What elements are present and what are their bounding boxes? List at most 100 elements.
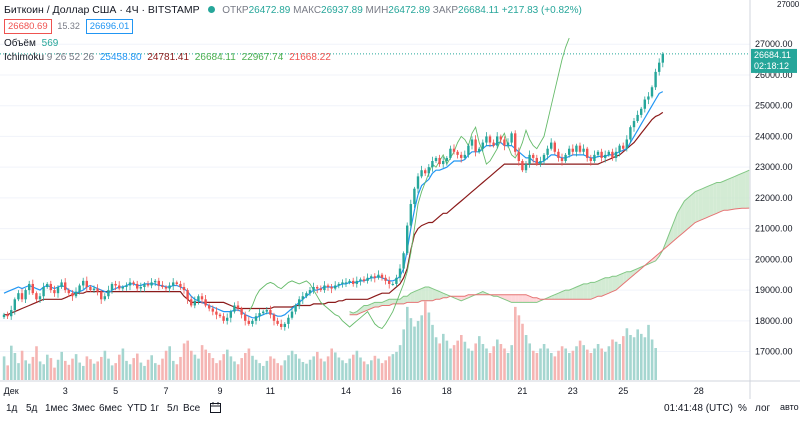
timeframe-all[interactable]: Все [183, 403, 201, 414]
volume-legend[interactable]: Объём 569 [4, 38, 58, 49]
candle [330, 287, 333, 289]
volume-bar [244, 353, 247, 380]
volume-bar [341, 360, 344, 380]
volume-bar [395, 351, 398, 380]
timeframe-ytd[interactable]: YTD [127, 403, 147, 414]
candle [316, 287, 319, 289]
date-tick: 3 [63, 386, 68, 396]
volume-bar [434, 337, 438, 380]
cloud-segment [457, 296, 462, 301]
cloud-segment [428, 287, 433, 301]
volume-bar [438, 343, 441, 380]
candle [362, 279, 366, 281]
volume-bar [71, 358, 74, 380]
volume-bar [622, 336, 625, 380]
close-label: ЗАКР [432, 5, 459, 16]
volume-bar [456, 340, 459, 380]
volume-bar [319, 358, 323, 380]
candle [197, 296, 200, 301]
volume-bar [247, 348, 251, 380]
volume-bar [564, 348, 567, 380]
candle [546, 148, 549, 155]
volume-bar [445, 340, 449, 380]
candle [452, 148, 456, 152]
candle [416, 176, 420, 189]
candle [215, 311, 218, 315]
last-price-label: 26684.11 02:18:12 [751, 48, 797, 73]
candle [161, 285, 164, 288]
volume-bar [269, 356, 272, 380]
volume-bar [514, 306, 517, 380]
volume-bar [143, 365, 146, 380]
volume-bar [10, 345, 13, 380]
date-tick: 5 [113, 386, 118, 396]
candle [661, 53, 664, 63]
date-tick: 16 [391, 386, 401, 396]
candle [240, 308, 243, 315]
candle [611, 151, 614, 158]
candle [488, 136, 492, 143]
volume-bar [157, 364, 161, 380]
timeframe-5y[interactable]: 5л [167, 403, 179, 414]
percent-scale-button[interactable]: % [738, 403, 747, 414]
buy-price-button[interactable]: 26696.01 [85, 19, 134, 34]
date-tick: 14 [341, 386, 351, 396]
symbol-title[interactable]: Биткоин / Доллар США · 4Ч · BITSTAMP [4, 4, 200, 16]
last-price-value: 26684.11 [754, 50, 791, 60]
open-value: 26472.89 [248, 5, 291, 16]
candle [229, 311, 232, 318]
cloud-segment [713, 182, 717, 215]
volume-bar [60, 351, 63, 380]
candle [2, 314, 6, 318]
timeframe-1m[interactable]: 1мес [45, 403, 68, 414]
change-value: +217.83 (+0.82%) [501, 5, 582, 16]
candle [92, 288, 96, 291]
sell-price-button[interactable]: 26680.69 [4, 19, 52, 34]
ichimoku-params: 9 26 52 26 [46, 52, 95, 63]
volume-bar [110, 365, 114, 380]
candle [568, 148, 571, 155]
ichimoku-span-b-value: 21668.22 [289, 52, 331, 63]
volume-bar [481, 344, 485, 380]
volume-bar [539, 348, 542, 380]
candle [575, 145, 578, 152]
volume-bar [229, 356, 233, 380]
date-tick: 28 [694, 386, 704, 396]
timeframe-5d[interactable]: 5д [26, 403, 38, 414]
price-tick: 26000.00 [755, 70, 793, 80]
auto-scale-button[interactable]: авто [780, 402, 799, 412]
timeframe-6m[interactable]: 6мес [99, 403, 122, 414]
candle [308, 290, 312, 294]
clock-time[interactable]: 01:41:48 (UTC) [664, 403, 733, 414]
timeframe-1d[interactable]: 1д [6, 403, 18, 414]
volume-bar [46, 354, 49, 380]
volume-bar [550, 353, 553, 380]
log-scale-button[interactable]: лог [755, 403, 771, 414]
volume-bar [136, 353, 139, 380]
candle [283, 323, 286, 327]
candle [186, 290, 189, 300]
candle [179, 283, 182, 288]
timeframe-3m[interactable]: 3мес [72, 403, 95, 414]
ichimoku-legend[interactable]: Ichimoku 9 26 52 26 25458.80 24781.41 26… [4, 52, 331, 63]
candle [110, 283, 114, 291]
candle [496, 136, 499, 146]
cloud-segment [526, 294, 530, 303]
volume-value: 569 [41, 38, 59, 49]
volume-bar [215, 363, 218, 380]
candle [168, 285, 171, 289]
volume-bar [618, 344, 621, 380]
cloud-segment [720, 180, 724, 212]
volume-bar [524, 335, 528, 380]
candle [600, 151, 603, 158]
calendar-icon[interactable] [210, 402, 221, 413]
price-axis[interactable]: 27000.00 26000.00 25000.00 24000.00 23000.00… [755, 39, 793, 356]
timeframe-1y[interactable]: 1г [150, 403, 160, 414]
volume-bar [211, 358, 215, 380]
ichimoku-label: Ichimoku [4, 52, 45, 63]
cloud-segment [432, 288, 436, 301]
high-label: МАКС [293, 5, 322, 16]
time-axis[interactable]: Дек 3 5 7 9 11 14 16 18 21 23 25 28 [4, 386, 704, 396]
